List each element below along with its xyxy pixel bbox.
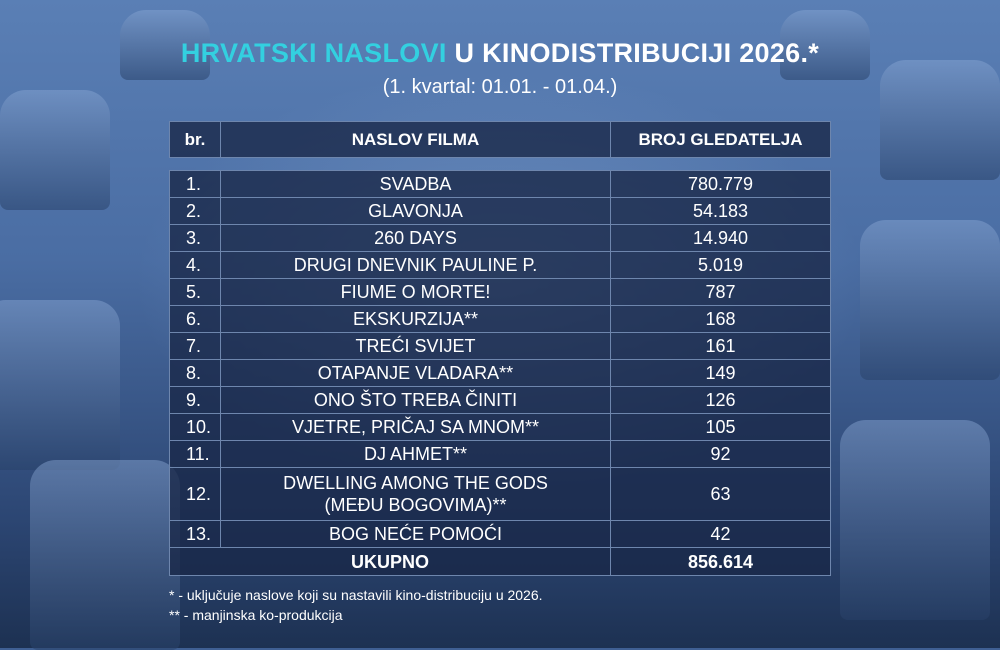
row-number: 9. bbox=[170, 387, 221, 413]
row-number: 1. bbox=[170, 171, 221, 197]
row-title: VJETRE, PRIČAJ SA MNOM** bbox=[221, 414, 611, 440]
row-title: SVADBA bbox=[221, 171, 611, 197]
footnotes: * - uključuje naslove koji su nastavili … bbox=[169, 585, 543, 625]
header-title: NASLOV FILMA bbox=[221, 122, 611, 157]
table-row: 12. DWELLING AMONG THE GODS (MEĐU BOGOVI… bbox=[170, 468, 830, 521]
row-number: 11. bbox=[170, 441, 221, 467]
row-title-line2: (MEĐU BOGOVIMA)** bbox=[324, 495, 507, 515]
row-title: EKSKURZIJA** bbox=[221, 306, 611, 332]
table-row: 10. VJETRE, PRIČAJ SA MNOM** 105 bbox=[170, 414, 830, 441]
row-viewers: 14.940 bbox=[692, 228, 749, 248]
table-row: 2. GLAVONJA 54.183 bbox=[170, 198, 830, 225]
table-row: 8. OTAPANJE VLADARA** 149 bbox=[170, 360, 830, 387]
table-row: 11. DJ AHMET** 92 bbox=[170, 441, 830, 468]
row-number: 12. bbox=[170, 468, 221, 520]
table-row: 7. TREĆI SVIJET 161 bbox=[170, 333, 830, 360]
title-rest: U KINODISTRIBUCIJI 2026.* bbox=[446, 38, 820, 68]
row-viewers: 168 bbox=[705, 309, 736, 329]
row-number: 10. bbox=[170, 414, 221, 440]
row-number: 2. bbox=[170, 198, 221, 224]
row-number: 13. bbox=[170, 521, 221, 547]
row-number: 7. bbox=[170, 333, 221, 359]
table-row: 3. 260 DAYS 14.940 bbox=[170, 225, 830, 252]
row-viewers: 126 bbox=[705, 390, 736, 410]
row-number: 6. bbox=[170, 306, 221, 332]
row-title: DWELLING AMONG THE GODS (MEĐU BOGOVIMA)*… bbox=[221, 468, 611, 520]
row-viewers: 105 bbox=[705, 417, 736, 437]
total-value: 856.614 bbox=[687, 551, 754, 572]
row-viewers: 787 bbox=[705, 282, 736, 302]
row-title: OTAPANJE VLADARA** bbox=[221, 360, 611, 386]
row-title: GLAVONJA bbox=[221, 198, 611, 224]
row-title: ONO ŠTO TREBA ČINITI bbox=[221, 387, 611, 413]
footnote: ** - manjinska ko-produkcija bbox=[169, 607, 343, 623]
row-viewers: 54.183 bbox=[692, 201, 749, 221]
table-body: 1. SVADBA 780.779 2. GLAVONJA 54.183 3. … bbox=[169, 170, 831, 576]
row-viewers: 161 bbox=[705, 336, 736, 356]
table-header: br. NASLOV FILMA BROJ GLEDATELJA bbox=[169, 121, 831, 158]
row-number: 4. bbox=[170, 252, 221, 278]
row-title: BOG NEĆE POMOĆI bbox=[221, 521, 611, 547]
title-highlight: HRVATSKI NASLOVI bbox=[180, 38, 447, 68]
table-row: 6. EKSKURZIJA** 168 bbox=[170, 306, 830, 333]
table-total-row: UKUPNO 856.614 bbox=[170, 548, 830, 575]
table-row: 4. DRUGI DNEVNIK PAULINE P. 5.019 bbox=[170, 252, 830, 279]
row-title: TREĆI SVIJET bbox=[221, 333, 611, 359]
total-label: UKUPNO bbox=[170, 548, 611, 575]
row-title-line1: DWELLING AMONG THE GODS bbox=[283, 473, 548, 493]
table-row: 1. SVADBA 780.779 bbox=[170, 171, 830, 198]
row-number: 8. bbox=[170, 360, 221, 386]
row-viewers: 780.779 bbox=[687, 174, 754, 194]
row-viewers: 42 bbox=[710, 524, 731, 544]
row-viewers: 5.019 bbox=[697, 255, 744, 275]
table-row: 5. FIUME O MORTE! 787 bbox=[170, 279, 830, 306]
table-row: 9. ONO ŠTO TREBA ČINITI 126 bbox=[170, 387, 830, 414]
row-title: 260 DAYS bbox=[221, 225, 611, 251]
header-number: br. bbox=[170, 122, 221, 157]
page-title: HRVATSKI NASLOVI U KINODISTRIBUCIJI 2026… bbox=[0, 38, 1000, 69]
row-title: DRUGI DNEVNIK PAULINE P. bbox=[221, 252, 611, 278]
row-title: DJ AHMET** bbox=[221, 441, 611, 467]
row-title: FIUME O MORTE! bbox=[221, 279, 611, 305]
table-row: 13. BOG NEĆE POMOĆI 42 bbox=[170, 521, 830, 548]
row-number: 3. bbox=[170, 225, 221, 251]
row-viewers: 149 bbox=[705, 363, 736, 383]
row-viewers: 92 bbox=[710, 444, 731, 464]
row-viewers: 63 bbox=[710, 484, 731, 504]
row-number: 5. bbox=[170, 279, 221, 305]
page-subtitle: (1. kvartal: 01.01. - 01.04.) bbox=[382, 76, 618, 98]
header-viewers: BROJ GLEDATELJA bbox=[638, 129, 803, 149]
footnote: * - uključuje naslove koji su nastavili … bbox=[169, 587, 543, 603]
